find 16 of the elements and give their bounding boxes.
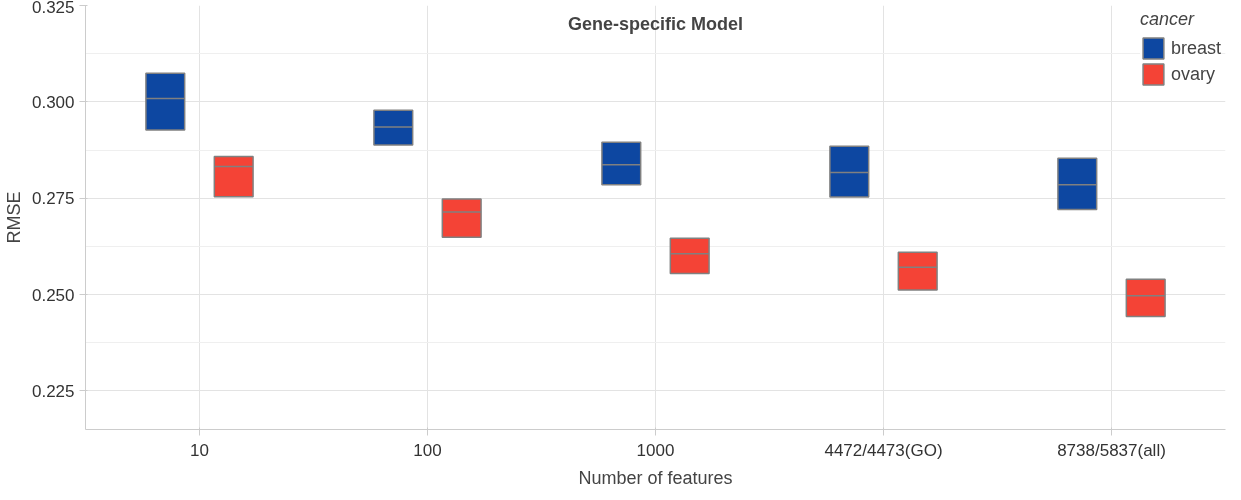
y-tick-label: 0.275 [31,189,75,209]
x-tick-label: 1000 [636,440,675,460]
x-axis-title: Number of features [578,467,733,488]
x-tick-label: 10 [190,440,209,460]
x-tick-label: 4472/4473(GO) [824,440,943,460]
y-tick-label: 0.225 [31,381,75,401]
legend-title: cancer [1139,9,1196,30]
y-tick-label: 0.250 [31,285,75,305]
x-tick-label: 100 [413,440,442,460]
legend-label: breast [1170,37,1221,59]
y-axis-title: RMSE [3,191,24,244]
y-tick-label: 0.325 [31,0,75,17]
y-tick-label: 0.300 [31,92,75,112]
x-tick-label: 8738/5837(all) [1057,440,1166,460]
chart-title: Gene-specific Model [567,13,744,34]
legend-label: ovary [1170,63,1215,85]
